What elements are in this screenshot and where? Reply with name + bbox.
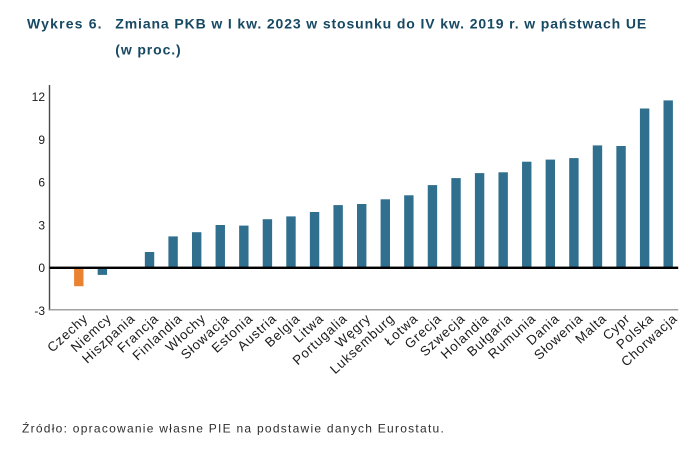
svg-text:Zmiana PKB w I kw. 2023 w stos: Zmiana PKB w I kw. 2023 w stosunku do IV…	[115, 16, 647, 32]
svg-text:Źródło: opracowanie własne PIE: Źródło: opracowanie własne PIE na podsta…	[22, 420, 445, 435]
svg-text:Wykres 6.: Wykres 6.	[27, 16, 103, 32]
svg-text:0: 0	[38, 261, 45, 275]
svg-text:-3: -3	[34, 304, 45, 318]
svg-text:9: 9	[38, 133, 45, 147]
svg-text:12: 12	[32, 90, 46, 104]
svg-text:3: 3	[38, 218, 45, 232]
svg-text:(w proc.): (w proc.)	[115, 41, 181, 57]
svg-text:6: 6	[38, 176, 45, 190]
